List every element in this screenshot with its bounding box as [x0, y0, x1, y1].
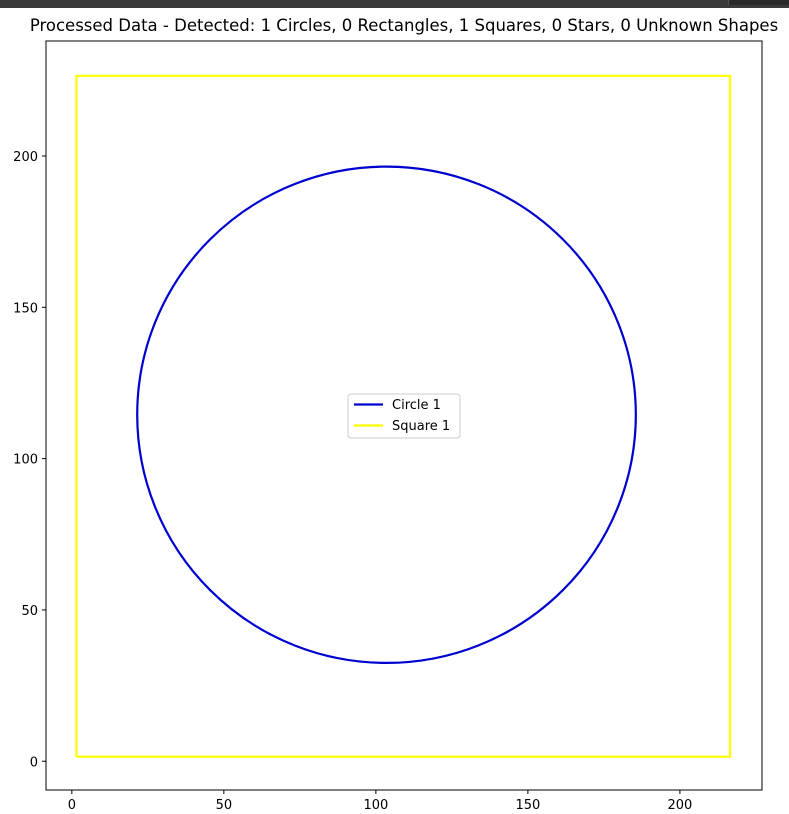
plot-area: [75, 74, 732, 758]
series-circle-1: [136, 165, 637, 664]
axis-ticks: 0 50 100 150 200 0 50 100 150 200: [13, 150, 692, 813]
window-top-bar: [0, 0, 789, 8]
x-tick-label: 100: [363, 798, 388, 813]
legend: Circle 1 Square 1: [347, 393, 461, 439]
y-tick-label: 50: [21, 604, 38, 619]
x-tick-label: 0: [68, 798, 76, 813]
x-tick-label: 200: [667, 798, 692, 813]
x-tick-label: 50: [216, 798, 233, 813]
y-tick-label: 0: [30, 755, 38, 770]
legend-label-circle-1: Circle 1: [392, 398, 441, 413]
chart-title: Processed Data - Detected: 1 Circles, 0 …: [30, 16, 778, 35]
axes-frame: [45, 40, 763, 791]
x-tick-label: 150: [515, 798, 540, 813]
legend-label-square-1: Square 1: [392, 419, 450, 434]
series-square-1: [75, 74, 732, 758]
window-tab: [728, 0, 789, 5]
y-tick-label: 150: [13, 301, 38, 316]
y-tick-label: 100: [13, 453, 38, 468]
y-tick-label: 200: [13, 150, 38, 165]
